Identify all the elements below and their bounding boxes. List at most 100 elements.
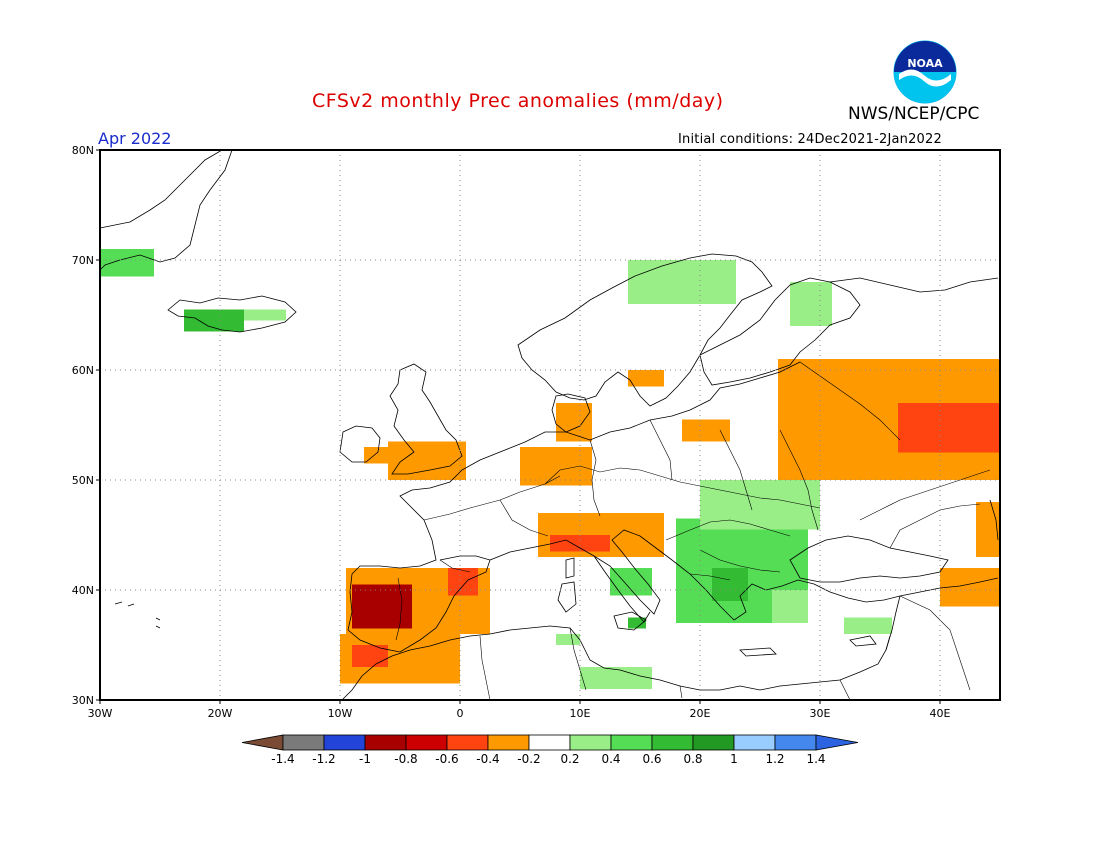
anomaly-cell [352,584,412,629]
anomaly-cell [628,617,646,629]
anomaly-cell [628,370,664,387]
arctic-russia-coast [829,277,999,293]
lon-tick-label: 10E [570,707,591,720]
lat-tick-label: 30N [72,694,94,707]
colorbar-label: 1 [730,752,738,766]
agency-label: NWS/NCEP/CPC [848,104,980,124]
anomaly-cell [712,568,748,601]
anomaly-cell [100,249,154,277]
anomaly-cell [772,590,808,623]
anomaly-cell [610,568,652,596]
colorbar-swatch [282,734,325,751]
country-borders [395,361,991,701]
lon-tick-label: 20E [690,707,711,720]
colorbar-swatch [446,734,489,751]
colorbar-low-arrow [241,734,284,751]
lat-tick-label: 80N [72,144,94,157]
colorbar-swatch [364,734,407,751]
axis-ticks: 30W 20W 10W 0 10E 20E 30E 40E 30N 40N 50N 60N 70N 80N [72,144,951,720]
colorbar-label: 0.6 [642,752,661,766]
forecast-month: Apr 2022 [98,129,172,148]
france-coast [351,469,463,575]
chart-title: CFSv2 monthly Prec anomalies (mm/day) [312,90,724,112]
lon-tick-label: 40E [930,707,951,720]
finland-coast [699,277,861,386]
anomaly-layer [100,249,1000,689]
colorbar-label: -0.2 [517,752,540,766]
continental-north-coast [461,361,801,471]
colorbar-swatch [610,734,653,751]
colorbar-swatch [569,734,612,751]
lat-tick-label: 40N [72,584,94,597]
caspian-coast [989,499,999,541]
anomaly-cell [976,502,1000,557]
anomaly-cell [244,309,286,321]
north-africa-coast [341,625,891,701]
britain-coast [389,363,463,475]
colorbar-swatch [774,734,817,751]
anomaly-cell [448,568,478,596]
initial-conditions: Initial conditions: 24Dec2021-2Jan2022 [678,132,942,147]
corsica-coast [565,557,575,579]
lat-tick-label: 60N [72,364,94,377]
colorbar-swatch [651,734,694,751]
lon-tick-label: 10W [328,707,353,720]
colorbar-label: -1.2 [312,752,335,766]
anomaly-cell [388,441,466,480]
greenland-coast [99,149,233,271]
lon-tick-label: 20W [208,707,233,720]
colorbar-label: -0.4 [476,752,499,766]
iceland-coast [167,295,297,333]
colorbar-label: 0.4 [601,752,620,766]
lat-tick-label: 50N [72,474,94,487]
colorbar-label: -1.4 [271,752,294,766]
noaa-logo: NOAA [893,40,957,104]
levant-coast [885,595,901,651]
colorbar-swatch [323,734,366,751]
crete-coast [739,647,777,657]
anomaly-cell [556,634,580,645]
sardinia-coast [557,581,577,613]
colorbar-label: 1.2 [765,752,784,766]
colorbar-label: -0.8 [394,752,417,766]
colorbar-swatch [528,734,571,751]
colorbar-label: -1 [359,752,371,766]
graticule [100,150,1000,700]
colorbar-label: -0.6 [435,752,458,766]
anomaly-cell [184,309,244,332]
colorbar-label: 0.8 [683,752,702,766]
azores [114,601,161,629]
colorbar-swatch [692,734,735,751]
lon-tick-label: 0 [457,707,464,720]
colorbar-label: 1.4 [806,752,825,766]
anomaly-cell [364,447,388,464]
colorbar-boxes [241,734,859,751]
anomaly-cell [580,667,652,689]
lon-tick-label: 30W [88,707,113,720]
cyprus-coast [849,635,877,647]
anomaly-cell [352,645,388,667]
scandinavia-coast [517,253,773,407]
anomaly-cell [790,282,832,326]
lon-tick-label: 30E [810,707,831,720]
anomaly-cell [682,419,730,442]
black-sea-coast [789,535,949,583]
anomaly-cell [844,617,892,634]
svg-text:NOAA: NOAA [907,57,943,70]
map-frame [99,149,1001,701]
colorbar-labels: -1.4 -1.2 -1 -0.8 -0.6 -0.4 -0.2 0.2 0.4 0.6 0.8 1 1… [271,752,825,766]
anomaly-cell [898,403,1000,453]
anomaly-cell [550,535,610,552]
colorbar-label: 0.2 [560,752,579,766]
colorbar-swatch [405,734,448,751]
iberia-coast [347,555,491,653]
ireland-coast [339,425,381,463]
colorbar-high-arrow [815,734,859,751]
lat-tick-label: 70N [72,254,94,267]
colorbar-swatch [733,734,776,751]
colorbar-swatch [487,734,530,751]
anomaly-cell [628,260,736,304]
sicily-coast [613,611,647,631]
